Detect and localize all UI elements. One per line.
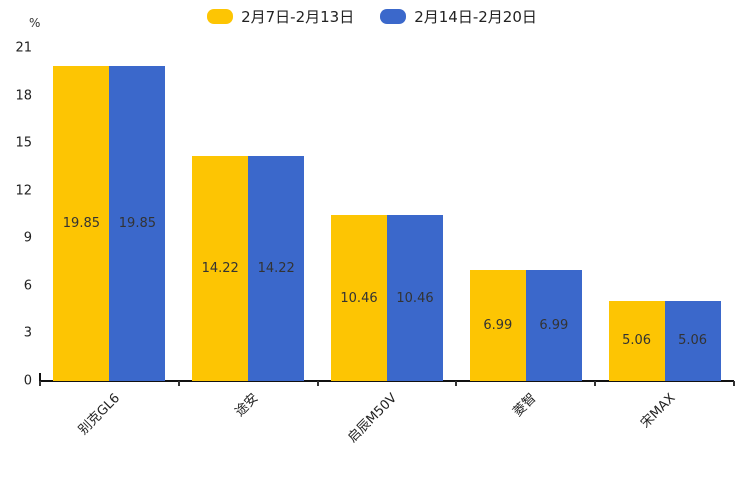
y-axis-tick-label: 6: [23, 278, 32, 294]
x-axis-tick: [455, 381, 458, 386]
x-axis-line: [40, 380, 734, 382]
bar-series-1-途安: 14.22: [248, 155, 305, 381]
x-axis-category-label: 宋MAX: [637, 390, 679, 432]
legend-swatch-icon: [207, 9, 234, 24]
x-axis-category-label: 途安: [232, 390, 262, 420]
y-axis-unit-label: %: [29, 16, 41, 30]
bar-value-label: 14.22: [257, 260, 295, 276]
legend-item-series-0[interactable]: 2月7日-2月13日: [207, 6, 354, 27]
bar-series-1-启辰M50V: 10.46: [387, 215, 443, 381]
bar-series-0-宋MAX: 5.06: [608, 300, 665, 381]
x-axis-tick: [594, 381, 597, 386]
legend-swatch-icon: [380, 9, 407, 24]
y-axis-tick-label: 18: [15, 88, 32, 104]
x-axis-tick: [733, 381, 735, 386]
bar-series-0-启辰M50V: 10.46: [331, 215, 387, 381]
bar-series-1-别克GL6: 19.85: [109, 66, 166, 381]
plot-area: 0 3 6 9 12 15 18 21 19.85 19.85 别克GL6 14.22 14.22 途安 1…: [15, 41, 735, 446]
bar-value-label: 10.46: [396, 290, 434, 306]
y-axis-tick-label: 9: [23, 230, 32, 246]
legend-item-series-1[interactable]: 2月14日-2月20日: [380, 6, 537, 27]
bar-value-label: 19.85: [62, 216, 100, 232]
bar-value-label: 6.99: [483, 318, 513, 334]
bar-value-label: 5.06: [622, 333, 652, 349]
x-axis-category-label: 别克GL6: [75, 390, 123, 438]
bar-value-label: 10.46: [340, 290, 378, 306]
y-axis-tick-label: 0: [23, 373, 32, 389]
y-axis-tick-label: 3: [23, 325, 32, 341]
x-axis-tick: [316, 381, 319, 386]
bar-series-1-菱智: 6.99: [525, 270, 582, 381]
bar-value-label: 6.99: [539, 318, 569, 334]
legend-label: 2月14日-2月20日: [414, 8, 537, 26]
bar-value-label: 14.22: [201, 260, 239, 276]
bar-value-label: 5.06: [678, 333, 708, 349]
bar-series-1-宋MAX: 5.06: [664, 300, 721, 381]
x-axis-tick: [39, 381, 41, 386]
y-axis-spine-stub: [39, 373, 41, 382]
bar-series-0-菱智: 6.99: [469, 270, 526, 381]
legend: 2月7日-2月13日 2月14日-2月20日: [0, 6, 744, 27]
bar-series-0-途安: 14.22: [192, 155, 249, 381]
x-axis-category-label: 启辰M50V: [345, 390, 401, 446]
y-axis-tick-label: 12: [15, 183, 32, 199]
y-axis-tick-label: 21: [15, 40, 32, 56]
bar-series-0-别克GL6: 19.85: [53, 66, 110, 381]
y-axis-tick-label: 15: [15, 135, 32, 151]
bar-value-label: 19.85: [118, 216, 156, 232]
x-axis-category-label: 菱智: [510, 390, 540, 420]
x-axis-tick: [177, 381, 180, 386]
legend-label: 2月7日-2月13日: [241, 8, 355, 26]
